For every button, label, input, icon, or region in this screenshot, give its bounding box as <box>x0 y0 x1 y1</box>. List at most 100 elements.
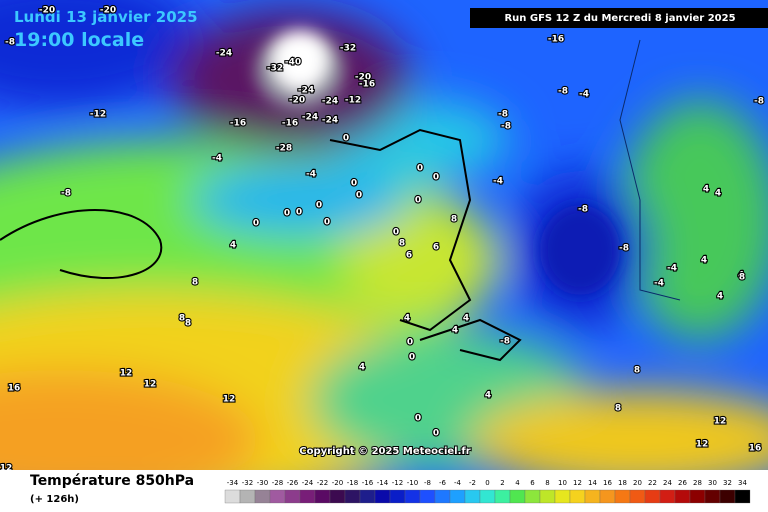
contour-label: -24 <box>216 49 232 59</box>
scale-swatch <box>689 489 706 504</box>
scale-swatch <box>344 489 361 504</box>
scale-swatch <box>539 489 556 504</box>
contour-label: -8 <box>619 244 629 254</box>
contour-label: 0 <box>393 228 399 238</box>
contour-label: 8 <box>185 319 191 329</box>
contour-label: -16 <box>548 35 564 45</box>
contour-label: 4 <box>715 189 721 199</box>
contour-label: -16 <box>359 80 375 90</box>
contour-label: 4 <box>701 256 707 266</box>
scale-swatch <box>449 489 466 504</box>
contour-label: 12 <box>714 417 727 427</box>
scale-swatch <box>524 489 541 504</box>
scale-label: 26 <box>678 479 687 487</box>
scale-label: 22 <box>648 479 657 487</box>
scale-swatch <box>569 489 586 504</box>
contour-label: 8 <box>399 239 405 249</box>
run-info: Run GFS 12 Z du Mercredi 8 janvier 2025 <box>504 13 735 24</box>
contour-label: 0 <box>351 179 357 189</box>
color-scale: -34 -32 -30 -28 -26 -24 -22 -20 -18 -16 -14 -12 -10-… <box>224 479 751 504</box>
contour-label: -28 <box>276 144 292 154</box>
contour-label: -16 <box>230 119 246 129</box>
scale-swatch <box>629 489 646 504</box>
scale-swatch <box>599 489 616 504</box>
contour-label: -4 <box>654 279 664 289</box>
scale-label: 0 <box>485 479 489 487</box>
scale-label: -26 <box>287 479 299 487</box>
scale-label: -16 <box>362 479 374 487</box>
scale-swatch <box>239 489 256 504</box>
scale-swatch <box>254 489 271 504</box>
contour-label: 4 <box>404 314 410 324</box>
contour-label: -12 <box>345 96 361 106</box>
contour-label: -20 <box>39 6 55 16</box>
scale-label: -14 <box>377 479 389 487</box>
contour-label: 0 <box>433 173 439 183</box>
contour-label: -24 <box>302 113 318 123</box>
contour-label: 0 <box>415 196 421 206</box>
scale-label: 24 <box>663 479 672 487</box>
scale-label: -2 <box>469 479 476 487</box>
scale-label: 28 <box>693 479 702 487</box>
scale-label: -20 <box>332 479 343 487</box>
contour-label: -32 <box>267 64 283 74</box>
contour-label: 0 <box>356 191 362 201</box>
scale-swatch <box>329 489 346 504</box>
scale-swatch <box>719 489 736 504</box>
contour-label: 4 <box>230 241 236 251</box>
contour-labels: -20 -20-8-24 -32-40-32-24-24-20 -12-20-16-1… <box>0 4 765 474</box>
scale-label: 16 <box>603 479 612 487</box>
scale-swatch <box>644 489 661 504</box>
contour-label: -20 <box>355 73 371 83</box>
scale-swatch <box>659 489 676 504</box>
contour-label: -32 <box>340 44 356 54</box>
scale-label: -34 <box>227 479 239 487</box>
scale-label: 14 <box>588 479 597 487</box>
scale-swatch <box>269 489 286 504</box>
contour-label: -20 <box>289 96 305 106</box>
contour-label: -16 <box>282 119 298 129</box>
contour-label: -24 <box>322 116 338 126</box>
date: Lundi 13 janvier 2025 <box>14 8 198 26</box>
contour-label: -8 <box>500 337 510 347</box>
contour-label: 4 <box>717 292 723 302</box>
scale-swatch <box>389 489 406 504</box>
scale-label: -18 <box>347 479 358 487</box>
scale-swatch <box>374 489 391 504</box>
contour-label: 0 <box>253 219 259 229</box>
contour-label: -12 <box>90 110 106 120</box>
contour-label: -40 <box>285 58 301 68</box>
scale-label: 30 <box>708 479 717 487</box>
contour-label: 0 <box>296 208 302 218</box>
contour-label: 8 <box>179 314 185 324</box>
scale-swatch <box>404 489 421 504</box>
contour-label: -4 <box>493 177 503 187</box>
contour-label: 0 <box>417 164 423 174</box>
contour-label: 16 <box>749 444 762 454</box>
contour-label: 12 <box>223 395 236 405</box>
scale-label: 2 <box>500 479 504 487</box>
forecast-hour: (+ 126h) <box>30 494 79 505</box>
contour-label: 12 <box>144 380 157 390</box>
scale-label: -32 <box>242 479 253 487</box>
copyright: Copyright © 2025 Meteociel.fr <box>299 446 470 457</box>
contour-label: 4 <box>703 185 709 195</box>
scale-label: -10 <box>407 479 418 487</box>
scale-swatch <box>734 489 751 504</box>
scale-swatch <box>509 489 526 504</box>
contour-label: 4 <box>452 326 458 336</box>
scale-label: 34 <box>738 479 747 487</box>
contour-label: 8 <box>615 404 621 414</box>
scale-label: 32 <box>723 479 732 487</box>
contour-label: -4 <box>212 154 222 164</box>
field-title: Température 850hPa <box>30 473 194 489</box>
local-time: 19:00 locale <box>14 29 144 51</box>
scale-label: -24 <box>302 479 314 487</box>
scale-swatch <box>299 489 316 504</box>
contour-label: 16 <box>8 384 21 394</box>
scale-swatch <box>464 489 481 504</box>
contour-label: 0 <box>415 414 421 424</box>
scale-label: -30 <box>257 479 268 487</box>
contour-label: -8 <box>754 97 764 107</box>
